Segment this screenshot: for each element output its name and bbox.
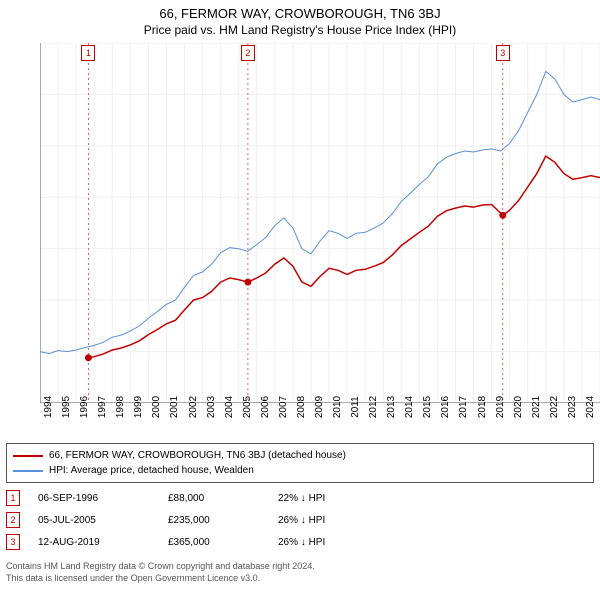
sale-price: £235,000 bbox=[168, 515, 278, 526]
footer-line1: Contains HM Land Registry data © Crown c… bbox=[6, 561, 594, 573]
sale-number-box: 2 bbox=[6, 512, 20, 528]
legend-row: HPI: Average price, detached house, Weal… bbox=[13, 463, 587, 478]
sale-number-box: 1 bbox=[6, 490, 20, 506]
page-title: 66, FERMOR WAY, CROWBOROUGH, TN6 3BJ bbox=[0, 6, 600, 21]
sales-row: 2 05-JUL-2005£235,00026% ↓ HPI bbox=[6, 509, 594, 531]
sales-row: 3 12-AUG-2019£365,00026% ↓ HPI bbox=[6, 531, 594, 553]
sale-marker-1: 1 bbox=[81, 45, 95, 61]
legend-swatch bbox=[13, 455, 43, 457]
legend: 66, FERMOR WAY, CROWBOROUGH, TN6 3BJ (de… bbox=[6, 443, 594, 483]
footer-line2: This data is licensed under the Open Gov… bbox=[6, 573, 594, 585]
x-tick-label: 2024 bbox=[585, 396, 600, 418]
legend-row: 66, FERMOR WAY, CROWBOROUGH, TN6 3BJ (de… bbox=[13, 448, 587, 463]
sale-date: 06-SEP-1996 bbox=[38, 493, 168, 504]
sale-marker-2: 2 bbox=[241, 45, 255, 61]
sale-price: £365,000 bbox=[168, 537, 278, 548]
sale-date: 05-JUL-2005 bbox=[38, 515, 168, 526]
sale-date: 12-AUG-2019 bbox=[38, 537, 168, 548]
sale-marker-3: 3 bbox=[496, 45, 510, 61]
sale-diff: 22% ↓ HPI bbox=[278, 493, 378, 504]
legend-swatch bbox=[13, 470, 43, 472]
sales-row: 1 06-SEP-1996£88,00022% ↓ HPI bbox=[6, 487, 594, 509]
legend-label: HPI: Average price, detached house, Weal… bbox=[49, 465, 254, 476]
sale-price: £88,000 bbox=[168, 493, 278, 504]
price-chart bbox=[40, 43, 600, 403]
sale-number-box: 3 bbox=[6, 534, 20, 550]
footer: Contains HM Land Registry data © Crown c… bbox=[6, 561, 594, 584]
sales-table: 1 06-SEP-1996£88,00022% ↓ HPI 2 05-JUL-2005… bbox=[6, 487, 594, 553]
chart-svg bbox=[40, 43, 600, 403]
page-subtitle: Price paid vs. HM Land Registry's House … bbox=[0, 23, 600, 37]
sale-diff: 26% ↓ HPI bbox=[278, 537, 378, 548]
sale-diff: 26% ↓ HPI bbox=[278, 515, 378, 526]
legend-label: 66, FERMOR WAY, CROWBOROUGH, TN6 3BJ (de… bbox=[49, 450, 346, 461]
